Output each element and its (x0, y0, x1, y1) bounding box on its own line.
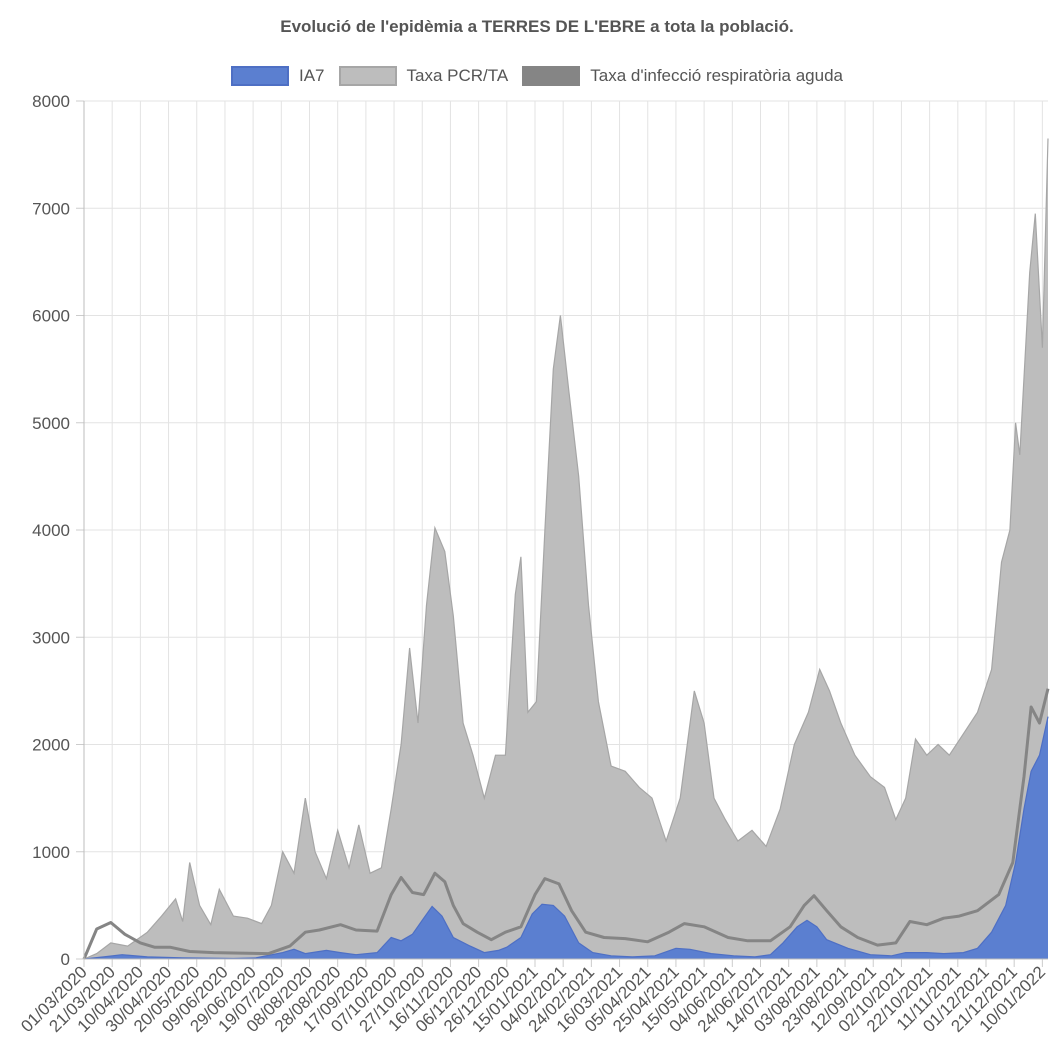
y-tick-label: 4000 (32, 521, 70, 540)
legend-label-taxa-ira: Taxa d'infecció respiratòria aguda (590, 66, 843, 85)
legend-swatch-taxa-ira (522, 66, 581, 86)
y-tick-label: 3000 (32, 628, 70, 647)
axes (76, 100, 1048, 967)
legend-label-taxa-pcr: Taxa PCR/TA (406, 66, 509, 85)
legend-swatch-ia7 (231, 66, 289, 86)
y-tick-label: 6000 (32, 307, 70, 326)
chart-legend: IA7 Taxa PCR/TA Taxa d'infecció respirat… (0, 66, 1062, 86)
y-tick-label: 0 (61, 950, 70, 969)
series-edge-taxa-pcr-ta (83, 138, 1049, 960)
y-tick-label: 8000 (32, 92, 70, 111)
chart-title: Evolució de l'epidèmia a TERRES DE L'EBR… (280, 17, 794, 36)
y-tick-label: 7000 (32, 199, 70, 218)
y-tick-label: 5000 (32, 414, 70, 433)
series-layer (82, 138, 1050, 960)
legend-item-taxa-pcr[interactable]: Taxa PCR/TA (338, 66, 509, 86)
legend-swatch-taxa-pcr (338, 66, 397, 86)
y-tick-label: 1000 (32, 843, 70, 862)
y-tick-label: 2000 (32, 736, 70, 755)
series-area-taxa-pcr-ta (84, 138, 1048, 959)
series-edge-ia7 (83, 716, 1049, 960)
tick-labels: 01000200030004000500060007000800001/03/2… (17, 92, 1049, 1036)
legend-item-ia7[interactable]: IA7 (231, 66, 325, 86)
legend-label-ia7: IA7 (299, 66, 325, 85)
legend-item-taxa-ira[interactable]: Taxa d'infecció respiratòria aguda (522, 66, 843, 86)
series-line-taxa-d-infecci-respirat-ria-aguda (82, 688, 1050, 960)
